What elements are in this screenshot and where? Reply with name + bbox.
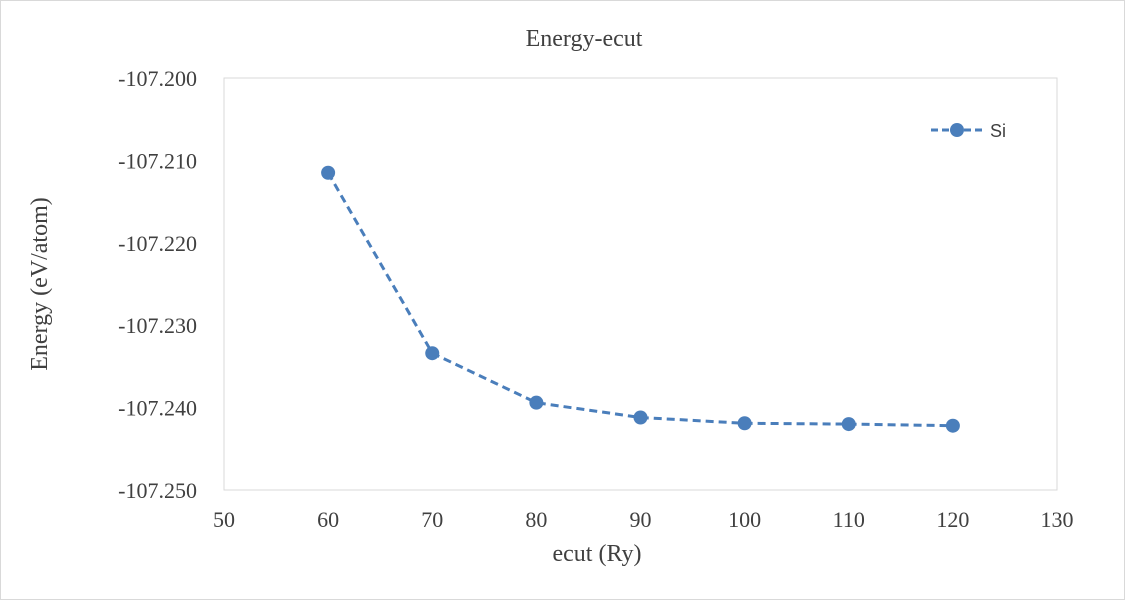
- x-tick-label: 110: [833, 507, 865, 532]
- legend: Si: [931, 121, 1006, 141]
- x-tick-label: 100: [728, 507, 761, 532]
- chart-title: Energy-ecut: [526, 26, 643, 52]
- x-axis-label: ecut (Ry): [552, 541, 641, 567]
- data-point: [425, 346, 440, 361]
- data-point: [737, 416, 752, 431]
- y-tick-label: -107.230: [118, 313, 197, 338]
- y-tick-label: -107.210: [118, 148, 197, 173]
- x-tick-label: 80: [525, 507, 547, 532]
- data-point: [841, 417, 856, 432]
- y-tick-label: -107.220: [118, 231, 197, 256]
- x-tick-label: 60: [317, 507, 339, 532]
- series-layer: [321, 165, 960, 433]
- y-axis-tick-labels: -107.200 -107.210 -107.220 -107.230 -107.240…: [118, 66, 197, 503]
- y-tick-label: -107.240: [118, 396, 197, 421]
- legend-marker: [950, 123, 964, 137]
- x-tick-label: 120: [936, 507, 969, 532]
- x-axis-tick-labels: 50 60 70 80 90 100 110 120 130: [213, 507, 1074, 532]
- y-axis-label: Energy (eV/atom): [27, 197, 53, 371]
- x-tick-label: 130: [1041, 507, 1074, 532]
- x-tick-label: 90: [630, 507, 652, 532]
- x-tick-label: 50: [213, 507, 235, 532]
- data-point: [633, 410, 648, 425]
- series-line-si: [326, 172, 953, 428]
- data-point: [529, 395, 544, 410]
- y-tick-label: -107.250: [118, 478, 197, 503]
- x-tick-label: 70: [421, 507, 443, 532]
- data-point: [321, 165, 336, 180]
- data-point: [945, 418, 960, 433]
- y-tick-label: -107.200: [118, 66, 197, 91]
- legend-label-si: Si: [990, 121, 1006, 141]
- plot-area: [223, 77, 1058, 491]
